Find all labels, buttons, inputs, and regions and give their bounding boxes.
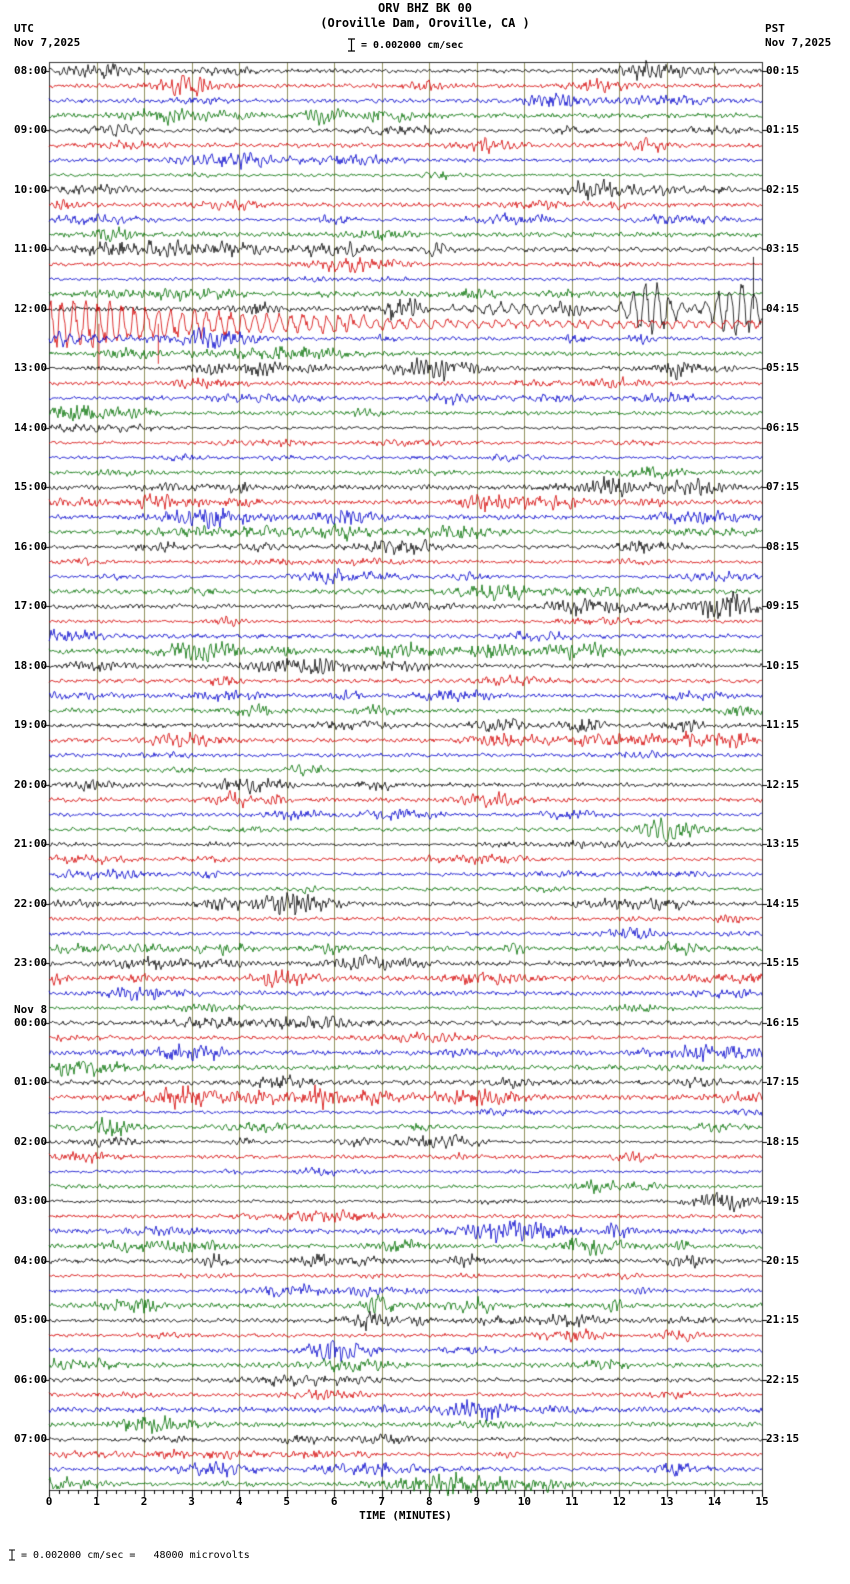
pst-hour-label: 15:15	[766, 956, 800, 970]
pst-hour-label: 11:15	[766, 718, 800, 732]
utc-hour-label: 20:00	[14, 777, 48, 791]
amplitude-scale: = 0.002000 cm/sec	[347, 38, 463, 52]
utc-hour-label: 16:00	[14, 539, 48, 553]
utc-hour-label: 07:00	[14, 1432, 48, 1446]
utc-hour-label: 14:00	[14, 420, 48, 434]
utc-hour-label: 22:00	[14, 896, 48, 910]
utc-hour-label: 13:00	[14, 361, 48, 375]
footer-scale-bar-icon	[9, 1549, 15, 1561]
pst-hour-label: 13:15	[766, 837, 800, 851]
utc-hour-label: 04:00	[14, 1253, 48, 1267]
utc-hour-label: 02:00	[14, 1134, 48, 1148]
utc-hour-label: 09:00	[14, 123, 48, 137]
day-break-label: Nov 8	[14, 1002, 48, 1016]
x-axis-tick-label: 7	[378, 1495, 386, 1508]
utc-hour-label: 06:00	[14, 1372, 48, 1386]
pst-hour-label: 17:15	[766, 1075, 800, 1089]
pst-hour-label: 10:15	[766, 658, 800, 672]
utc-hour-label: 21:00	[14, 837, 48, 851]
pst-hour-label: 07:15	[766, 480, 800, 494]
pst-hour-label: 01:15	[766, 123, 800, 137]
pst-hour-label: 00:15	[766, 63, 800, 77]
pst-hour-label: 16:15	[766, 1015, 800, 1029]
utc-hour-label: 03:00	[14, 1194, 48, 1208]
pst-hour-label: 04:15	[766, 301, 800, 315]
footer-scale: = 0.002000 cm/sec = 48000 microvolts	[8, 1549, 250, 1561]
utc-hour-label: 19:00	[14, 718, 48, 732]
utc-hour-label: 15:00	[14, 480, 48, 494]
pst-hour-label: 08:15	[766, 539, 800, 553]
pst-hour-label: 21:15	[766, 1313, 800, 1327]
pst-hour-label: 14:15	[766, 896, 800, 910]
x-axis-tick-label: 12	[612, 1495, 627, 1508]
pst-hour-label: 02:15	[766, 182, 800, 196]
x-axis-tick-label: 9	[473, 1495, 481, 1508]
pst-hour-label: 05:15	[766, 361, 800, 375]
pst-hour-label: 03:15	[766, 242, 800, 256]
utc-hour-label: 23:00	[14, 956, 48, 970]
x-axis-tick-label: 3	[188, 1495, 195, 1508]
utc-hour-label: 05:00	[14, 1313, 48, 1327]
x-axis-tick-label: 0	[45, 1495, 53, 1508]
utc-timezone-label: UTC	[14, 22, 34, 35]
x-axis-tick-label: 2	[140, 1495, 148, 1508]
page-title: ORV BHZ BK 00	[378, 1, 472, 15]
pst-hour-label: 22:15	[766, 1372, 800, 1386]
page-subtitle: (Oroville Dam, Oroville, CA )	[320, 16, 530, 30]
pst-hour-label: 06:15	[766, 420, 800, 434]
utc-hour-label: 00:00	[14, 1015, 48, 1029]
footer-scale-text: = 0.002000 cm/sec = 48000 microvolts	[21, 1549, 250, 1561]
amplitude-scale-text: = 0.002000 cm/sec	[361, 39, 464, 51]
x-axis-title: TIME (MINUTES)	[359, 1509, 452, 1522]
pst-hour-label: 19:15	[766, 1194, 800, 1208]
utc-hour-label: 12:00	[14, 301, 48, 315]
x-axis-tick-label: 8	[425, 1495, 433, 1508]
pst-hour-label: 09:15	[766, 599, 800, 613]
x-axis-tick-label: 14	[707, 1495, 722, 1508]
utc-hour-label: 08:00	[14, 63, 48, 77]
x-axis-tick-label: 5	[283, 1495, 290, 1508]
x-axis-tick-label: 13	[660, 1495, 674, 1508]
scale-bar-icon	[348, 38, 355, 52]
x-axis-tick-label: 4	[235, 1495, 243, 1508]
x-axis-tick-label: 15	[755, 1495, 769, 1508]
pst-hour-label: 12:15	[766, 777, 800, 791]
pst-timezone-label: PST	[765, 22, 785, 35]
pst-hour-label: 20:15	[766, 1253, 800, 1267]
pst-date-label: Nov 7,2025	[765, 36, 832, 49]
utc-hour-label: 01:00	[14, 1075, 48, 1089]
utc-hour-label: 11:00	[14, 242, 48, 256]
pst-hour-label: 18:15	[766, 1134, 800, 1148]
x-axis-tick-label: 6	[330, 1495, 338, 1508]
utc-hour-label: 17:00	[14, 599, 48, 613]
utc-date-label: Nov 7,2025	[14, 36, 81, 49]
pst-hour-label: 23:15	[766, 1432, 800, 1446]
utc-hour-label: 10:00	[14, 182, 48, 196]
x-axis-tick-label: 11	[565, 1495, 579, 1508]
utc-hour-label: 18:00	[14, 658, 48, 672]
x-axis-tick-label: 10	[517, 1495, 531, 1508]
x-axis-tick-label: 1	[93, 1495, 100, 1508]
